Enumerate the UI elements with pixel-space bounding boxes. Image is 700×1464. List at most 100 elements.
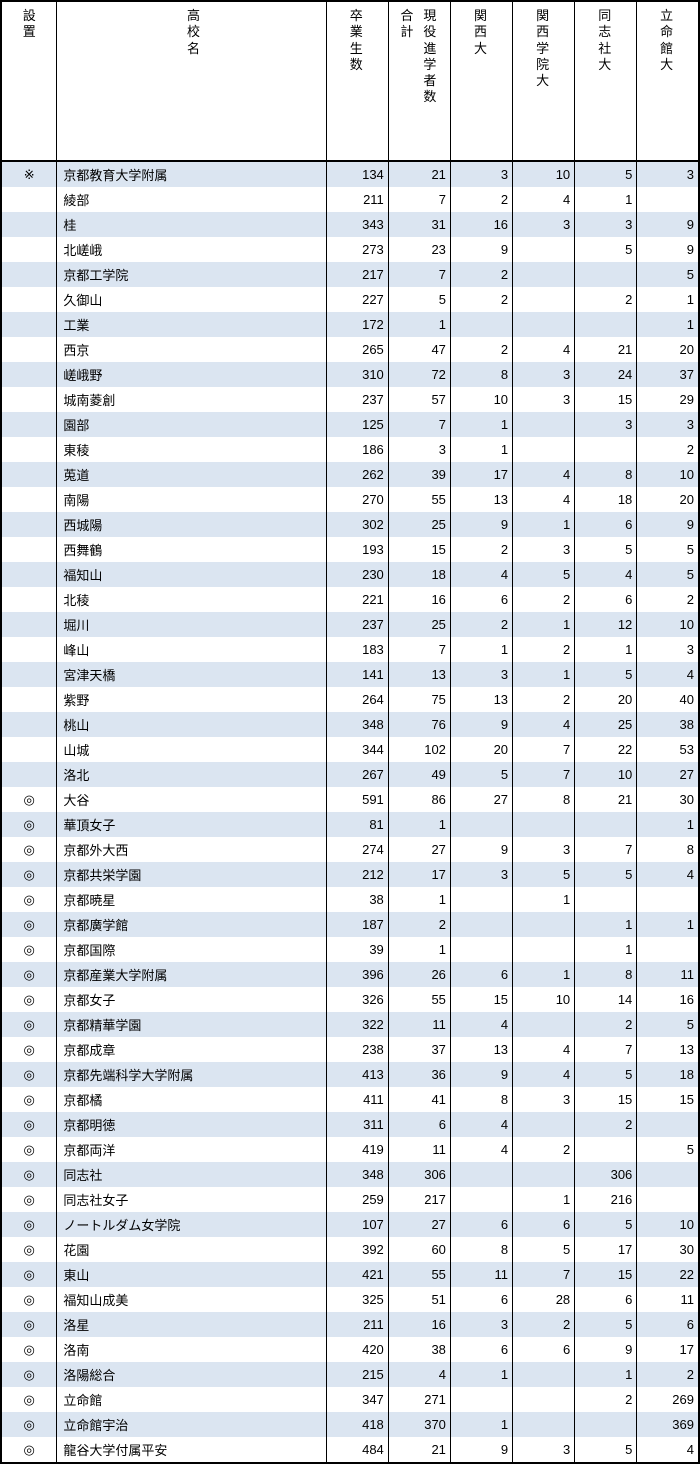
- cell-kansai: 4: [450, 1112, 512, 1137]
- cell-setti: [1, 462, 57, 487]
- cell-setti: [1, 587, 57, 612]
- cell-grads: 343: [326, 212, 388, 237]
- cell-goukei: 4: [388, 1362, 450, 1387]
- cell-setti: [1, 537, 57, 562]
- table-row: ◎京都共栄学園212173554: [1, 862, 699, 887]
- table-row: ◎福知山成美32551628611: [1, 1287, 699, 1312]
- cell-doshisha: 12: [575, 612, 637, 637]
- cell-grads: 212: [326, 862, 388, 887]
- cell-kangaku: 5: [513, 562, 575, 587]
- table-body: ※京都教育大学附属1342131053綾部2117241桂3433116339北…: [1, 161, 699, 1463]
- cell-kansai: 2: [450, 187, 512, 212]
- table-row: 京都工学院217725: [1, 262, 699, 287]
- cell-name: 峰山: [57, 637, 326, 662]
- cell-kansai: 1: [450, 412, 512, 437]
- cell-doshisha: 9: [575, 1337, 637, 1362]
- cell-ritsumei: 3: [637, 637, 699, 662]
- cell-ritsumei: 18: [637, 1062, 699, 1087]
- table-row: ◎同志社348306306: [1, 1162, 699, 1187]
- cell-grads: 418: [326, 1412, 388, 1437]
- table-row: 綾部2117241: [1, 187, 699, 212]
- cell-kangaku: [513, 1012, 575, 1037]
- cell-kangaku: 3: [513, 387, 575, 412]
- cell-grads: 38: [326, 887, 388, 912]
- cell-kangaku: 10: [513, 987, 575, 1012]
- cell-setti: [1, 287, 57, 312]
- cell-goukei: 39: [388, 462, 450, 487]
- cell-ritsumei: 2: [637, 437, 699, 462]
- cell-setti: ◎: [1, 787, 57, 812]
- cell-grads: 211: [326, 1312, 388, 1337]
- cell-setti: ◎: [1, 987, 57, 1012]
- cell-grads: 591: [326, 787, 388, 812]
- table-row: 北稜221166262: [1, 587, 699, 612]
- cell-ritsumei: [637, 1162, 699, 1187]
- cell-grads: 107: [326, 1212, 388, 1237]
- cell-setti: ◎: [1, 812, 57, 837]
- cell-grads: 302: [326, 512, 388, 537]
- cell-kangaku: 2: [513, 587, 575, 612]
- cell-goukei: 7: [388, 637, 450, 662]
- cell-grads: 413: [326, 1062, 388, 1087]
- table-row: 園部1257133: [1, 412, 699, 437]
- cell-name: 久御山: [57, 287, 326, 312]
- cell-kansai: [450, 812, 512, 837]
- table-row: ◎京都暁星3811: [1, 887, 699, 912]
- school-table: 設置高校名卒業生数合計現役進学者数関西大関西学院大同志社大立命館大 ※京都教育大…: [0, 0, 700, 1464]
- table-row: ◎京都外大西274279378: [1, 837, 699, 862]
- cell-doshisha: 306: [575, 1162, 637, 1187]
- cell-name: 京都橘: [57, 1087, 326, 1112]
- col-header-grads: 卒業生数: [326, 1, 388, 161]
- cell-kansai: 16: [450, 212, 512, 237]
- cell-kangaku: [513, 1362, 575, 1387]
- cell-grads: 396: [326, 962, 388, 987]
- cell-goukei: 370: [388, 1412, 450, 1437]
- cell-doshisha: 22: [575, 737, 637, 762]
- cell-name: 西京: [57, 337, 326, 362]
- cell-grads: 326: [326, 987, 388, 1012]
- cell-kangaku: 2: [513, 687, 575, 712]
- cell-setti: ◎: [1, 1212, 57, 1237]
- cell-ritsumei: 5: [637, 537, 699, 562]
- cell-grads: 217: [326, 262, 388, 287]
- cell-doshisha: 15: [575, 1087, 637, 1112]
- cell-setti: ◎: [1, 1087, 57, 1112]
- cell-kansai: 20: [450, 737, 512, 762]
- cell-goukei: 37: [388, 1037, 450, 1062]
- cell-goukei: 75: [388, 687, 450, 712]
- cell-setti: ◎: [1, 1312, 57, 1337]
- cell-doshisha: 1: [575, 1362, 637, 1387]
- cell-kansai: [450, 312, 512, 337]
- cell-doshisha: 7: [575, 1037, 637, 1062]
- cell-doshisha: 21: [575, 337, 637, 362]
- cell-kansai: 9: [450, 837, 512, 862]
- cell-ritsumei: 20: [637, 487, 699, 512]
- cell-name: 嵯峨野: [57, 362, 326, 387]
- cell-kangaku: [513, 812, 575, 837]
- table-row: 堀川23725211210: [1, 612, 699, 637]
- cell-grads: 134: [326, 161, 388, 187]
- cell-ritsumei: 3: [637, 161, 699, 187]
- cell-name: 桃山: [57, 712, 326, 737]
- cell-name: 京都暁星: [57, 887, 326, 912]
- cell-ritsumei: 10: [637, 1212, 699, 1237]
- cell-name: 山城: [57, 737, 326, 762]
- cell-kangaku: 1: [513, 887, 575, 912]
- cell-doshisha: 21: [575, 787, 637, 812]
- cell-name: 花園: [57, 1237, 326, 1262]
- table-row: ◎京都成章23837134713: [1, 1037, 699, 1062]
- cell-grads: 183: [326, 637, 388, 662]
- cell-setti: ◎: [1, 862, 57, 887]
- table-row: ◎京都廣学館187211: [1, 912, 699, 937]
- table-row: 西舞鶴193152355: [1, 537, 699, 562]
- table-row: ◎洛陽総合2154112: [1, 1362, 699, 1387]
- table-row: ◎京都女子3265515101416: [1, 987, 699, 1012]
- cell-setti: [1, 237, 57, 262]
- cell-kangaku: 4: [513, 187, 575, 212]
- cell-doshisha: 5: [575, 862, 637, 887]
- cell-kangaku: 4: [513, 1037, 575, 1062]
- table-header: 設置高校名卒業生数合計現役進学者数関西大関西学院大同志社大立命館大: [1, 1, 699, 161]
- cell-name: 東山: [57, 1262, 326, 1287]
- cell-ritsumei: 30: [637, 787, 699, 812]
- cell-setti: ◎: [1, 1062, 57, 1087]
